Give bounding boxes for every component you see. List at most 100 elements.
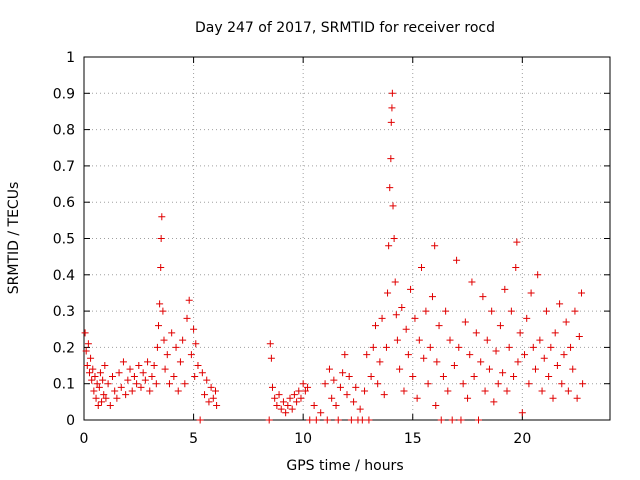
data-point (345, 372, 353, 380)
y-tick-label: 0 (66, 413, 75, 429)
data-point (472, 329, 480, 337)
data-point (141, 376, 149, 384)
data-point (573, 394, 581, 402)
data-point (433, 358, 441, 366)
data-point (488, 307, 496, 315)
data-point (385, 242, 393, 250)
x-tick-label: 5 (189, 431, 198, 447)
data-point (295, 387, 303, 395)
data-point (155, 322, 163, 330)
data-point (376, 358, 384, 366)
data-point (111, 387, 119, 395)
data-point (310, 401, 318, 409)
data-point (126, 365, 134, 373)
data-point (98, 398, 106, 406)
data-point (133, 380, 141, 388)
data-point (87, 354, 95, 362)
data-point (156, 300, 164, 308)
data-point (523, 314, 531, 322)
data-point (135, 362, 143, 370)
data-point (499, 369, 507, 377)
data-point (207, 383, 215, 391)
data-point (124, 376, 132, 384)
y-tick-label: 0.3 (53, 304, 75, 320)
data-point (518, 409, 526, 417)
y-tick-label: 0.4 (53, 268, 75, 284)
data-point (387, 155, 395, 163)
data-point (325, 365, 333, 373)
data-point (392, 311, 400, 319)
data-point (396, 365, 404, 373)
data-point (113, 394, 121, 402)
data-point (446, 336, 454, 344)
data-point (542, 307, 550, 315)
data-point (545, 372, 553, 380)
data-point (477, 358, 485, 366)
data-point (424, 380, 432, 388)
data-point (282, 409, 290, 417)
data-point (551, 329, 559, 337)
data-point (422, 307, 430, 315)
data-point (330, 376, 338, 384)
data-point (361, 387, 369, 395)
data-point (91, 372, 99, 380)
data-point (516, 329, 524, 337)
data-point (163, 351, 171, 359)
data-point (426, 343, 434, 351)
data-point (332, 401, 340, 409)
data-point (201, 391, 209, 399)
data-point (400, 387, 408, 395)
data-point (388, 89, 396, 97)
data-point (176, 358, 184, 366)
data-point (475, 416, 482, 424)
data-point (505, 343, 513, 351)
data-point (485, 365, 493, 373)
data-point (341, 351, 349, 359)
data-point (273, 401, 281, 409)
data-point (293, 398, 301, 406)
data-point (560, 351, 568, 359)
data-point (531, 365, 539, 373)
data-point (306, 416, 314, 424)
y-tick-label: 0.2 (53, 340, 75, 356)
data-point (513, 238, 521, 246)
data-point (323, 416, 331, 424)
data-point (170, 372, 178, 380)
data-point (104, 380, 112, 388)
y-tick-label: 0.7 (53, 159, 75, 175)
data-point (150, 362, 158, 370)
x-tick-label: 0 (80, 431, 89, 447)
data-point (158, 213, 166, 221)
data-point (578, 289, 586, 297)
data-point (347, 416, 355, 424)
data-point (96, 369, 104, 377)
data-point (382, 343, 390, 351)
data-point (148, 372, 156, 380)
data-point (571, 307, 579, 315)
grid-lines (84, 57, 610, 420)
data-point (286, 394, 294, 402)
data-point (407, 285, 415, 293)
data-point (312, 416, 320, 424)
data-point (350, 398, 358, 406)
data-point (85, 369, 93, 377)
y-tick-label: 1 (66, 50, 75, 66)
data-point (84, 340, 92, 348)
data-point (213, 401, 221, 409)
data-point (567, 343, 575, 351)
data-point (371, 322, 379, 330)
data-point (172, 343, 180, 351)
data-point (81, 329, 89, 337)
data-point (494, 380, 502, 388)
data-point (501, 285, 509, 293)
data-point (386, 184, 394, 192)
data-point (358, 416, 366, 424)
data-markers (81, 89, 587, 424)
data-point (442, 307, 450, 315)
data-point (92, 394, 100, 402)
data-point (457, 416, 465, 424)
data-point (266, 340, 274, 348)
data-point (448, 416, 456, 424)
data-point (455, 343, 463, 351)
data-point (101, 362, 109, 370)
